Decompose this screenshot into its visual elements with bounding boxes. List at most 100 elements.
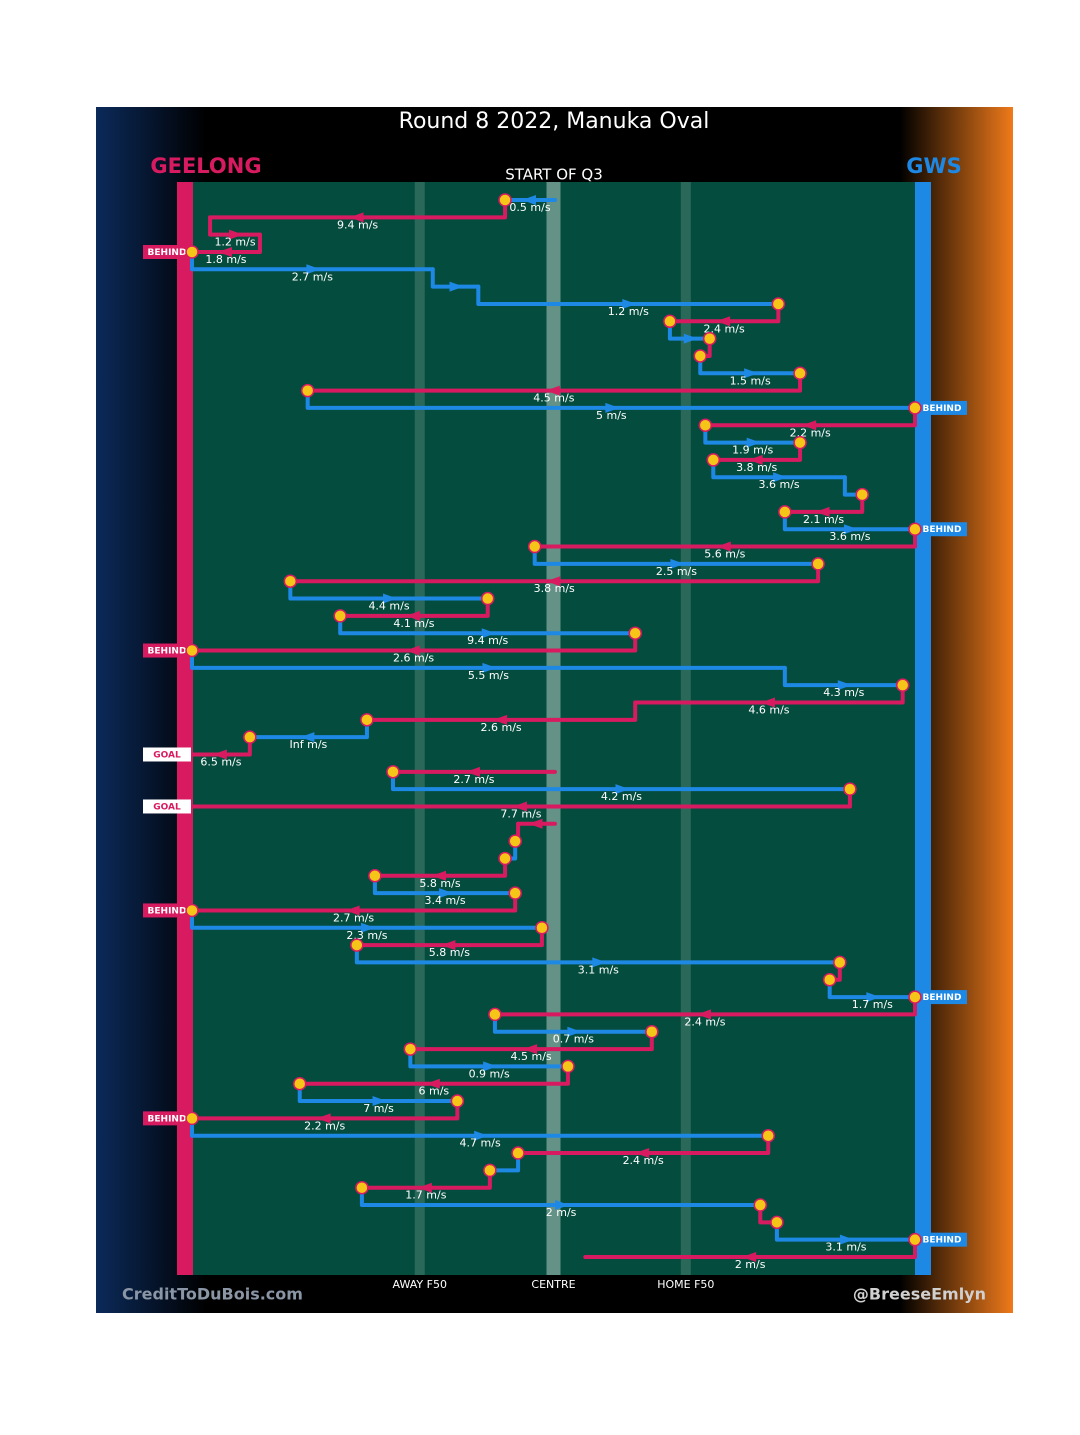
contest-dot bbox=[855, 487, 869, 502]
chain-segment bbox=[476, 284, 781, 306]
speed-label: 4.5 m/s bbox=[511, 1050, 552, 1063]
result-label: BEHIND bbox=[148, 647, 187, 657]
arrow bbox=[744, 368, 759, 379]
arrow bbox=[431, 870, 446, 881]
arrow bbox=[405, 645, 420, 656]
speed-label: 3.4 m/s bbox=[424, 894, 465, 907]
contest-dot bbox=[333, 609, 347, 623]
contest-dot bbox=[761, 1128, 775, 1143]
result-box bbox=[917, 400, 967, 415]
contest-dot bbox=[698, 418, 713, 433]
arrow bbox=[425, 1078, 440, 1089]
speed-label: 3.6 m/s bbox=[829, 530, 870, 543]
speed-label: 2.7 m/s bbox=[453, 773, 494, 786]
result-label: GOAL bbox=[153, 750, 181, 760]
speed-label: 5 m/s bbox=[596, 409, 627, 422]
arrow bbox=[716, 541, 731, 552]
speed-label: 6 m/s bbox=[419, 1085, 450, 1098]
arrow bbox=[760, 697, 775, 708]
speed-label: 7 m/s bbox=[363, 1102, 394, 1115]
contest-dot bbox=[811, 557, 825, 571]
result-label: BEHIND bbox=[923, 1236, 962, 1246]
speed-label: 1.7 m/s bbox=[852, 998, 893, 1011]
arrow bbox=[696, 1009, 711, 1020]
speed-label: 5.8 m/s bbox=[429, 946, 470, 959]
right-goal bbox=[915, 182, 931, 1275]
speed-label: Inf m/s bbox=[290, 738, 328, 751]
contest-dot bbox=[706, 453, 721, 467]
speed-label: 3.8 m/s bbox=[736, 461, 777, 474]
contest-dot bbox=[300, 383, 315, 398]
arrow bbox=[615, 784, 630, 795]
zone-line bbox=[680, 182, 691, 1275]
contest-dot bbox=[360, 713, 374, 727]
arrow bbox=[465, 766, 480, 777]
arrow bbox=[300, 732, 315, 743]
arrow bbox=[802, 420, 817, 431]
result-box bbox=[917, 1232, 967, 1247]
contest-dot bbox=[833, 955, 847, 970]
contest-dot bbox=[693, 349, 708, 363]
zone-line bbox=[414, 182, 425, 1275]
arrow bbox=[545, 385, 560, 396]
speed-label: 1.7 m/s bbox=[405, 1189, 446, 1202]
speed-label: 1.8 m/s bbox=[205, 253, 246, 266]
speed-label: 1.2 m/s bbox=[214, 236, 255, 249]
contest-dot bbox=[908, 1232, 922, 1247]
result-box bbox=[917, 522, 967, 537]
speed-label: 4.6 m/s bbox=[748, 704, 789, 717]
contest-dot bbox=[771, 297, 786, 311]
contest-dot bbox=[292, 1076, 307, 1091]
speed-label: 2 m/s bbox=[546, 1206, 577, 1219]
arrow bbox=[592, 957, 607, 968]
chain-segment bbox=[190, 232, 262, 254]
speed-label: 3.8 m/s bbox=[534, 582, 575, 595]
title: Round 8 2022, Manuka Oval bbox=[399, 109, 710, 134]
result-label: GOAL bbox=[153, 802, 181, 812]
speed-label: 2.2 m/s bbox=[304, 1119, 345, 1132]
arrow bbox=[493, 714, 508, 725]
arrow bbox=[839, 1234, 854, 1245]
contest-dot bbox=[908, 990, 922, 1004]
chain-segment bbox=[782, 665, 905, 688]
speed-label: 4.5 m/s bbox=[533, 392, 574, 405]
speed-label: 5.5 m/s bbox=[468, 669, 509, 682]
speed-label: 1.2 m/s bbox=[608, 305, 649, 318]
credit: CreditToDuBois.com bbox=[122, 1285, 303, 1304]
speed-label: 2.1 m/s bbox=[803, 513, 844, 526]
contest-dot bbox=[822, 973, 837, 987]
left-goal bbox=[177, 182, 193, 1275]
speed-label: 2 m/s bbox=[735, 1258, 766, 1271]
speed-label: 2.4 m/s bbox=[684, 1015, 725, 1028]
arrow bbox=[512, 801, 527, 812]
contest-dot bbox=[350, 938, 364, 952]
contest-dot bbox=[185, 245, 199, 259]
speed-label: 3.1 m/s bbox=[578, 963, 619, 976]
arrow bbox=[635, 1148, 650, 1159]
contest-dot bbox=[403, 1042, 418, 1056]
contest-dot bbox=[480, 591, 495, 606]
contest-dot bbox=[628, 626, 642, 640]
speed-label: 4.2 m/s bbox=[601, 790, 642, 803]
contest-dot bbox=[386, 765, 400, 779]
arrow bbox=[360, 922, 375, 933]
arrow bbox=[523, 1044, 538, 1055]
speed-label: 2.7 m/s bbox=[292, 270, 333, 283]
contest-dot bbox=[770, 1215, 784, 1230]
result-box bbox=[917, 990, 967, 1005]
arrow bbox=[522, 195, 537, 205]
contest-dot bbox=[185, 1111, 199, 1126]
zone-line bbox=[546, 182, 561, 1275]
arrow bbox=[683, 333, 698, 344]
speed-label: 6.5 m/s bbox=[200, 755, 241, 768]
contest-dot bbox=[508, 886, 522, 900]
contest-dot bbox=[753, 1198, 768, 1212]
arrow bbox=[748, 454, 763, 465]
result-label: BEHIND bbox=[148, 248, 187, 258]
arrow bbox=[567, 1026, 582, 1037]
result-label: BEHIND bbox=[148, 1114, 187, 1124]
arrow bbox=[483, 1061, 498, 1072]
contest-dot bbox=[645, 1024, 659, 1039]
speed-label: 2.6 m/s bbox=[393, 652, 434, 665]
contest-dot bbox=[843, 782, 857, 796]
